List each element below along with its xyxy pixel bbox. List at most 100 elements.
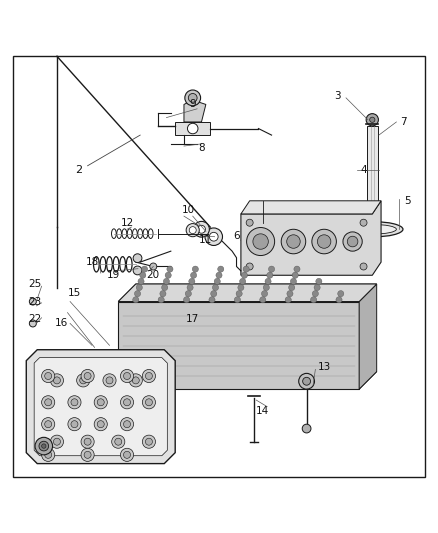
Circle shape	[241, 272, 247, 278]
Circle shape	[112, 435, 125, 448]
Circle shape	[163, 278, 170, 285]
Circle shape	[133, 254, 142, 263]
Circle shape	[35, 437, 53, 455]
Circle shape	[81, 435, 94, 448]
Circle shape	[39, 441, 49, 451]
Circle shape	[209, 232, 218, 241]
Circle shape	[145, 373, 152, 379]
Text: 10: 10	[182, 205, 195, 215]
Circle shape	[303, 377, 311, 385]
Circle shape	[136, 285, 142, 290]
Circle shape	[312, 290, 318, 297]
Ellipse shape	[233, 289, 249, 296]
Circle shape	[261, 290, 268, 297]
Polygon shape	[34, 358, 167, 456]
Circle shape	[211, 290, 217, 297]
Text: 18: 18	[85, 257, 99, 267]
Ellipse shape	[348, 224, 396, 234]
Polygon shape	[118, 302, 359, 389]
Circle shape	[238, 285, 244, 290]
Circle shape	[138, 278, 144, 285]
Circle shape	[97, 421, 104, 427]
Circle shape	[302, 424, 311, 433]
Polygon shape	[184, 100, 206, 122]
Text: 17: 17	[186, 314, 199, 324]
Circle shape	[150, 263, 157, 270]
Circle shape	[42, 369, 55, 383]
Circle shape	[189, 278, 195, 285]
Text: 15: 15	[68, 288, 81, 298]
Circle shape	[120, 418, 134, 431]
Circle shape	[77, 374, 90, 387]
Polygon shape	[175, 122, 210, 135]
Circle shape	[42, 448, 55, 462]
Circle shape	[360, 263, 367, 270]
Circle shape	[97, 399, 104, 406]
Circle shape	[292, 272, 298, 278]
Polygon shape	[367, 126, 378, 227]
Circle shape	[145, 438, 152, 445]
Circle shape	[84, 373, 91, 379]
Circle shape	[106, 377, 113, 384]
Circle shape	[189, 227, 196, 233]
Circle shape	[263, 285, 269, 290]
Text: 14: 14	[256, 406, 269, 416]
Circle shape	[145, 399, 152, 406]
Circle shape	[281, 229, 306, 254]
Circle shape	[246, 263, 253, 270]
Circle shape	[142, 395, 155, 409]
Circle shape	[216, 272, 222, 278]
Circle shape	[124, 451, 131, 458]
Circle shape	[240, 278, 246, 285]
Polygon shape	[241, 201, 381, 214]
Circle shape	[53, 377, 60, 384]
Circle shape	[314, 285, 320, 290]
Circle shape	[158, 297, 164, 303]
Circle shape	[94, 395, 107, 409]
Circle shape	[186, 223, 199, 237]
Circle shape	[366, 114, 378, 126]
Circle shape	[45, 373, 52, 379]
Circle shape	[187, 285, 193, 290]
Circle shape	[80, 377, 87, 384]
Circle shape	[267, 272, 273, 278]
Text: 2: 2	[75, 165, 82, 175]
Circle shape	[53, 438, 60, 445]
Polygon shape	[118, 372, 377, 389]
Text: 23: 23	[28, 296, 42, 306]
Polygon shape	[118, 284, 377, 302]
Text: 8: 8	[198, 143, 205, 154]
Circle shape	[133, 297, 139, 303]
Circle shape	[103, 374, 116, 387]
Circle shape	[185, 90, 201, 106]
Circle shape	[71, 421, 78, 427]
Circle shape	[205, 228, 223, 246]
Text: 7: 7	[399, 117, 406, 127]
Circle shape	[184, 297, 190, 303]
Circle shape	[167, 266, 173, 272]
Circle shape	[160, 290, 166, 297]
Circle shape	[141, 266, 148, 272]
Circle shape	[29, 298, 36, 305]
Circle shape	[29, 320, 36, 327]
Circle shape	[45, 421, 52, 427]
Circle shape	[192, 266, 198, 272]
Circle shape	[187, 123, 198, 134]
Text: 19: 19	[107, 270, 120, 280]
Circle shape	[234, 297, 240, 303]
Circle shape	[68, 395, 81, 409]
Circle shape	[261, 213, 265, 217]
Text: 9: 9	[189, 100, 196, 109]
Circle shape	[42, 418, 55, 431]
Text: 22: 22	[28, 314, 42, 324]
Circle shape	[42, 395, 55, 409]
Circle shape	[188, 93, 197, 102]
Circle shape	[258, 211, 267, 219]
Polygon shape	[118, 284, 377, 302]
Circle shape	[294, 266, 300, 272]
Circle shape	[50, 435, 64, 448]
Circle shape	[370, 117, 375, 123]
Circle shape	[132, 377, 139, 384]
Ellipse shape	[277, 289, 293, 296]
Circle shape	[129, 374, 142, 387]
